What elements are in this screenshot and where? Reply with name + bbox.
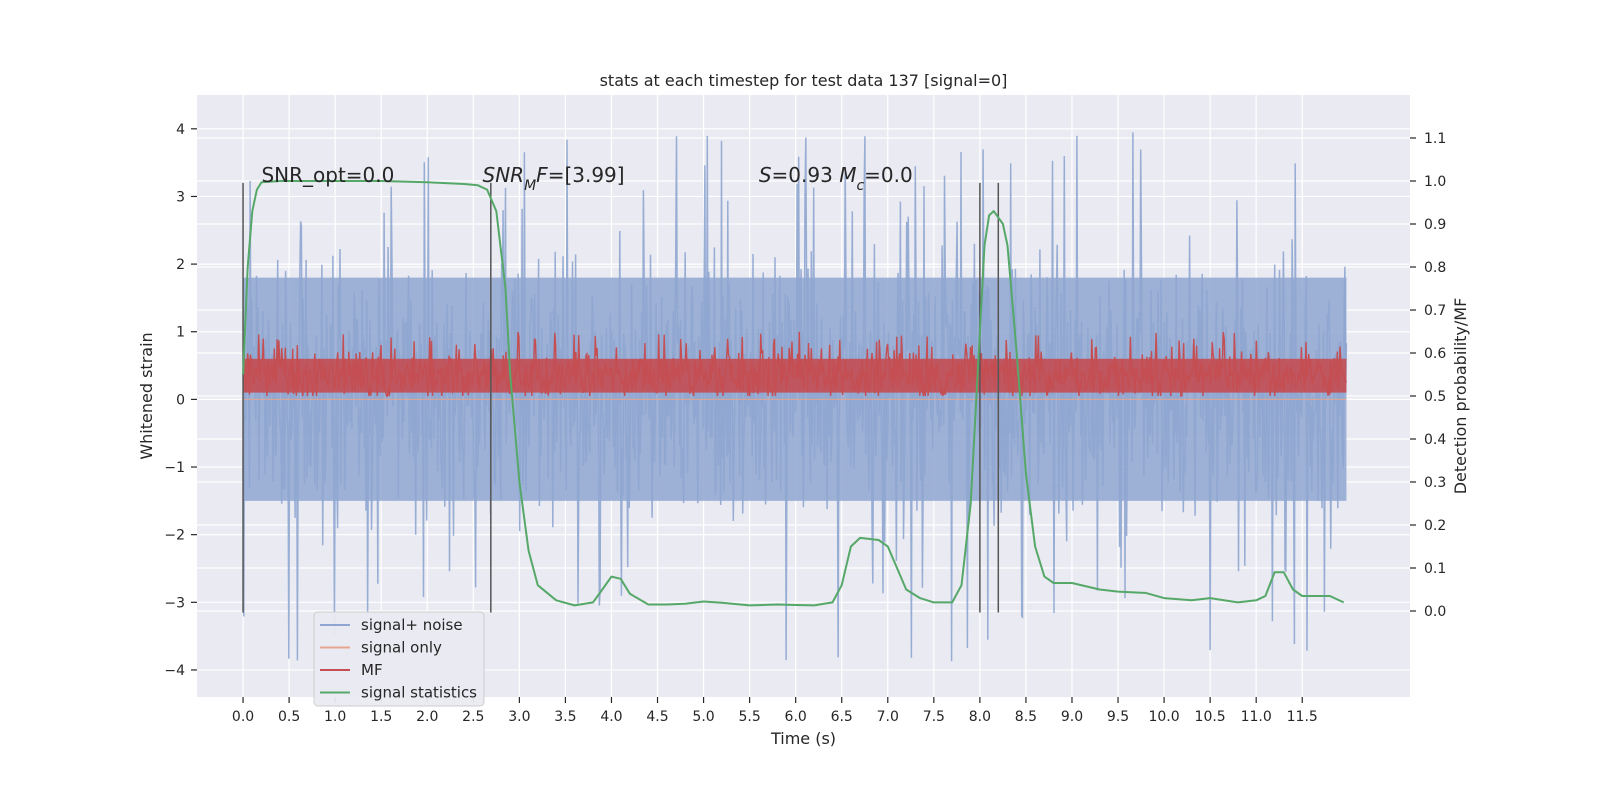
x-tick-label: 6.5	[831, 709, 853, 725]
annotation-part: F	[536, 163, 548, 187]
legend: signal+ noise signal only MF signal statist…	[313, 611, 485, 707]
annotation-part: =0.93	[772, 163, 840, 187]
legend-label: signal only	[361, 639, 442, 657]
legend-label: signal statistics	[361, 684, 477, 702]
signal-statistics-line	[242, 180, 1345, 607]
x-tick-label: 7.0	[877, 709, 899, 725]
y-right-tick-label: 1.0	[1424, 174, 1446, 190]
y-axis-label-left: Whitened strain	[137, 332, 156, 459]
chart-title: stats at each timestep for test data 137…	[600, 71, 1008, 90]
annotation-part: c	[856, 178, 864, 194]
y-right-tick-label: 0.2	[1424, 518, 1446, 534]
x-tick-label: 5.5	[738, 709, 760, 725]
x-tick-label: 6.0	[785, 709, 807, 725]
y-left-tick-label: −2	[164, 528, 185, 544]
x-tick-label: 3.5	[554, 709, 576, 725]
noise-line	[242, 132, 1348, 662]
x-axis: 0.0 0.5 1.0 1.5 2.0 2.5 3.0 3.5 4.0 4.5 5.0 5.5 6.0 6…	[232, 697, 1318, 725]
x-tick-label: 0.5	[278, 709, 300, 725]
x-tick-label: 2.0	[416, 709, 438, 725]
annotation-text: S=0.93 Mc=0.0	[759, 163, 913, 194]
x-tick-label: 1.0	[324, 709, 346, 725]
annotation-part: M	[524, 178, 536, 194]
y-left-tick-label: 2	[176, 257, 185, 273]
x-tick-label: 2.5	[462, 709, 484, 725]
y-right-tick-label: 0.0	[1424, 604, 1446, 620]
y-left-tick-label: −4	[164, 663, 185, 679]
annotation-part: SNR	[483, 163, 525, 187]
legend-label: signal+ noise	[361, 616, 463, 634]
y-axis-label-right: Detection probability/MF	[1451, 298, 1470, 495]
y-right-tick-label: 1.1	[1424, 131, 1446, 147]
x-tick-label: 1.5	[370, 709, 392, 725]
y-right-tick-label: 0.8	[1424, 260, 1446, 276]
annotation-text: SNRMF=[3.99]	[483, 163, 625, 194]
y-right-tick-label: 0.5	[1424, 389, 1446, 405]
legend-box	[313, 611, 485, 707]
x-tick-label: 3.0	[508, 709, 530, 725]
annotation-part: =[3.99]	[548, 163, 625, 187]
x-tick-label: 9.0	[1061, 709, 1083, 725]
x-axis-label: Time (s)	[770, 729, 836, 748]
x-tick-label: 7.5	[923, 709, 945, 725]
y-right-tick-label: 0.4	[1424, 432, 1446, 448]
y-left-tick-label: −1	[164, 460, 185, 476]
right-axis: 1.1 1.0 0.9 0.8 0.7 0.6 0.5 0.4 0.3 0.2 0.1 0.0	[1410, 131, 1446, 620]
x-tick-label: 8.0	[969, 709, 991, 725]
annotation-part: S	[759, 163, 772, 187]
x-tick-label: 5.0	[692, 709, 714, 725]
y-left-tick-label: 0	[176, 392, 185, 408]
x-tick-label: 9.5	[1107, 709, 1129, 725]
x-tick-label: 8.5	[1015, 709, 1037, 725]
series-mf	[242, 331, 1348, 398]
y-right-tick-label: 0.6	[1424, 346, 1446, 362]
annotation-text: SNR_opt=0.0	[261, 163, 394, 187]
y-right-tick-label: 0.1	[1424, 561, 1446, 577]
x-tick-label: 11.5	[1287, 709, 1318, 725]
x-tick-label: 11.0	[1241, 709, 1272, 725]
y-left-tick-label: 3	[176, 189, 185, 205]
y-right-tick-label: 0.9	[1424, 217, 1446, 233]
vertical-markers	[242, 182, 1000, 613]
left-axis: 4 3 2 1 0 −1 −2 −3 −4	[164, 122, 197, 679]
annotation-part: M	[839, 163, 856, 187]
series-signal-statistics	[242, 180, 1345, 607]
annotation-part: =0.0	[864, 163, 913, 187]
annotations: SNR_opt=0.0 SNRMF=[3.99] S=0.93 Mc=0.0	[261, 163, 912, 194]
mf-line	[242, 331, 1348, 398]
y-left-tick-label: 4	[176, 122, 185, 138]
x-tick-label: 0.0	[232, 709, 254, 725]
y-left-tick-label: 1	[176, 325, 185, 341]
x-tick-label: 4.0	[600, 709, 622, 725]
x-tick-label: 10.0	[1148, 709, 1179, 725]
x-tick-label: 4.5	[646, 709, 668, 725]
legend-label: MF	[361, 661, 383, 679]
x-tick-label: 10.5	[1195, 709, 1226, 725]
y-left-tick-label: −3	[164, 595, 185, 611]
y-right-tick-label: 0.3	[1424, 475, 1446, 491]
y-right-tick-label: 0.7	[1424, 303, 1446, 319]
